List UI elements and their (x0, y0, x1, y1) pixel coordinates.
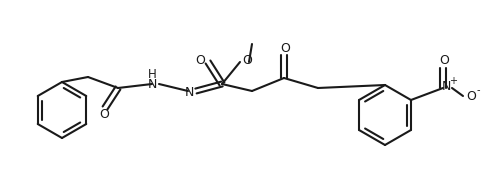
Text: N: N (147, 79, 157, 92)
Text: O: O (439, 55, 449, 67)
Text: O: O (195, 55, 205, 67)
Text: O: O (99, 108, 109, 121)
Text: N: N (441, 80, 451, 93)
Text: O: O (466, 90, 476, 104)
Text: O: O (280, 42, 290, 55)
Text: O: O (242, 55, 252, 67)
Text: +: + (449, 76, 457, 86)
Text: H: H (148, 67, 156, 80)
Text: N: N (184, 86, 194, 99)
Text: -: - (476, 85, 480, 95)
